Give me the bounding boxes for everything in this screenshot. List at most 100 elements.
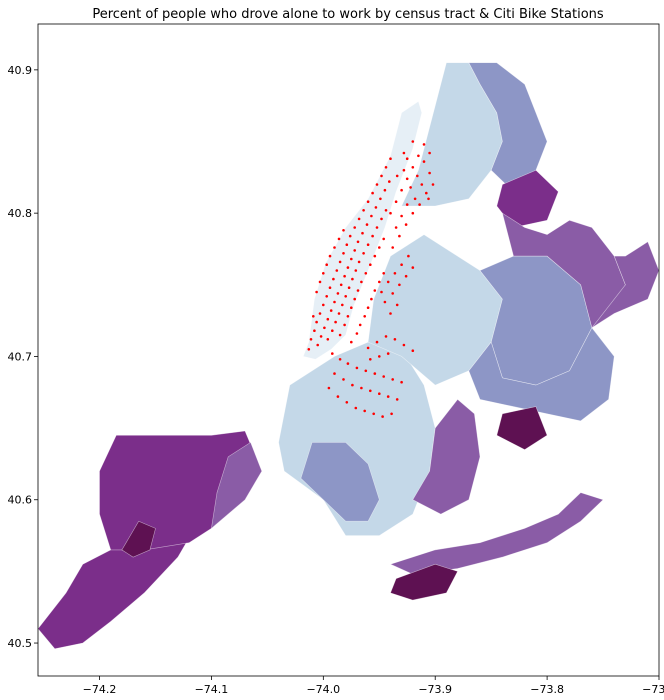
station-point	[326, 338, 330, 341]
station-point	[312, 315, 315, 318]
station-point	[431, 183, 435, 186]
station-point	[313, 329, 316, 333]
station-point	[394, 226, 398, 229]
tract-region-16	[496, 406, 548, 450]
station-point	[386, 352, 390, 355]
chart-title: Percent of people who drove alone to wor…	[92, 7, 604, 22]
station-point	[400, 188, 403, 192]
station-point	[345, 243, 349, 246]
station-point	[355, 366, 359, 370]
station-point	[382, 237, 386, 241]
station-point	[373, 254, 377, 258]
station-point	[402, 343, 406, 347]
station-point	[362, 209, 365, 212]
tract-region-2	[210, 441, 263, 530]
station-point	[350, 306, 353, 310]
station-point	[363, 315, 367, 318]
station-point	[373, 372, 377, 375]
tract-region-10	[412, 398, 481, 515]
station-point	[372, 412, 376, 416]
station-point	[318, 280, 322, 284]
y-tick-label: 40.5	[8, 637, 33, 650]
y-tick-label: 40.6	[8, 494, 33, 507]
x-axis-ticks: −74.2 −74.1 −74.0 −73.9 −73.8 −73.7	[83, 676, 664, 696]
station-point	[398, 283, 401, 287]
station-point	[391, 378, 395, 381]
station-point	[400, 214, 403, 218]
station-point	[345, 401, 349, 404]
station-point	[386, 395, 390, 398]
station-point	[366, 243, 370, 246]
station-point	[409, 186, 412, 189]
tract-region-1	[99, 430, 263, 551]
station-point	[357, 260, 361, 264]
station-point	[333, 300, 336, 304]
station-point	[336, 292, 340, 295]
station-point	[417, 154, 420, 158]
station-point	[405, 203, 409, 206]
station-point	[388, 180, 391, 183]
station-point	[416, 174, 419, 178]
station-point	[428, 171, 431, 175]
station-point	[375, 183, 379, 186]
station-point	[381, 415, 384, 418]
station-point	[322, 272, 325, 275]
station-point	[422, 143, 426, 146]
x-tick-label: −73.8	[530, 683, 564, 696]
station-point	[371, 234, 374, 238]
station-point	[425, 191, 428, 195]
station-point	[342, 378, 345, 381]
station-point	[326, 317, 330, 321]
station-point	[329, 309, 333, 312]
station-point	[351, 383, 354, 387]
station-point	[382, 272, 386, 275]
y-tick-label: 40.8	[8, 207, 33, 220]
station-point	[343, 274, 346, 278]
tract-region-3	[121, 520, 156, 558]
station-point	[364, 272, 368, 275]
station-point	[344, 295, 348, 298]
station-point	[355, 332, 359, 335]
x-tick-label: −73.7	[642, 683, 664, 696]
census-tract-regions	[37, 62, 660, 650]
station-point	[378, 355, 381, 358]
station-point	[335, 269, 339, 272]
tract-region-17	[389, 492, 604, 575]
station-point	[378, 246, 381, 249]
station-point	[393, 338, 397, 341]
station-point	[346, 315, 350, 318]
station-point	[374, 206, 378, 209]
station-point	[322, 303, 325, 307]
station-point	[366, 200, 370, 203]
station-point	[346, 266, 350, 269]
station-point	[364, 369, 368, 373]
station-point	[395, 398, 399, 401]
y-axis-ticks: 40.5 40.6 40.7 40.8 40.9	[8, 64, 38, 650]
station-point	[389, 312, 392, 315]
x-tick-label: −74.1	[195, 683, 229, 696]
station-point	[370, 214, 373, 218]
station-point	[370, 297, 373, 301]
station-point	[391, 246, 395, 249]
station-point	[336, 395, 340, 398]
station-point	[375, 226, 379, 229]
station-point	[361, 231, 364, 235]
station-point	[380, 217, 383, 221]
station-point	[356, 289, 360, 292]
station-point	[341, 303, 344, 307]
station-point	[353, 226, 357, 229]
station-point	[331, 329, 334, 333]
station-point	[362, 252, 365, 255]
station-point	[323, 326, 326, 330]
station-point	[350, 257, 353, 261]
station-point	[428, 151, 431, 155]
station-point	[363, 409, 367, 413]
station-point	[395, 174, 399, 178]
station-point	[342, 252, 345, 255]
station-point	[420, 183, 424, 186]
station-point	[380, 290, 383, 294]
station-point	[337, 312, 341, 315]
station-point	[383, 188, 387, 192]
station-point	[315, 320, 318, 324]
